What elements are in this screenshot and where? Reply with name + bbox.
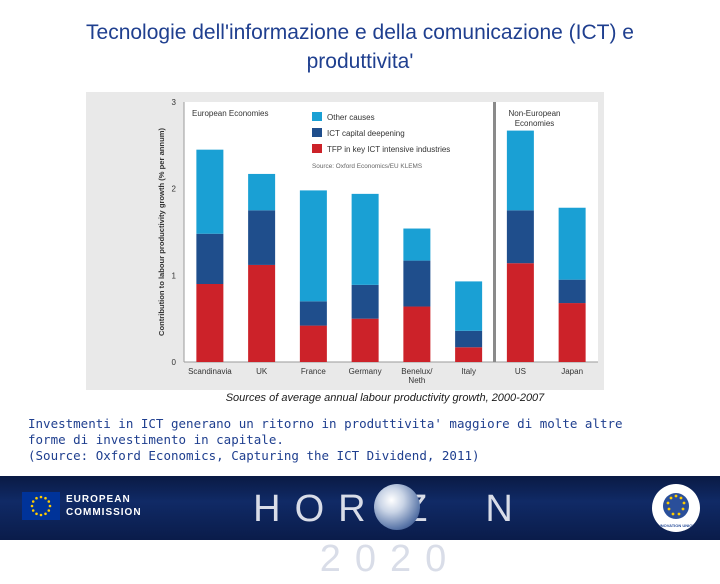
x-tick-label: France [301, 367, 326, 376]
y-axis-label: Contribution to labour productivity grow… [157, 128, 166, 336]
bar-segment [506, 263, 534, 362]
bar-segment [403, 260, 431, 307]
x-tick-label: Italy [461, 367, 476, 376]
group-label-non-european: Economies [515, 119, 555, 128]
bar-segment [248, 210, 276, 265]
x-tick-label: Neth [408, 376, 425, 385]
chart-panel: 0 1 2 3 Contribution to labour productivity … [86, 92, 604, 390]
ec-line-2: COMMISSION [66, 507, 142, 518]
innovation-union-logo: INNOVATION UNION [652, 484, 700, 532]
bar-segment [506, 210, 534, 264]
bar-segment [455, 347, 483, 362]
bar-segment [299, 190, 327, 302]
plot-area [184, 102, 598, 362]
y-tick-label: 0 [172, 358, 177, 367]
chart-caption: Sources of average annual labour product… [225, 392, 545, 404]
body-line-1: Investmenti in ICT generano un ritorno i… [28, 416, 623, 431]
ec-line-1: EUROPEAN [66, 494, 131, 505]
bar-segment [248, 264, 276, 362]
x-tick-label: Benelux/ [401, 367, 433, 376]
y-tick-label: 3 [172, 98, 177, 107]
bar-segment [403, 228, 431, 261]
footer-banner [0, 476, 720, 540]
bar-segment [351, 284, 379, 319]
bar-segment [351, 193, 379, 285]
bar-segment [506, 130, 534, 211]
bar-segment [196, 284, 224, 362]
bar-segment [403, 306, 431, 362]
bar-segment [455, 330, 483, 348]
group-label-non-european: Non-European [508, 109, 560, 118]
legend-label: TFP in key ICT intensive industries [327, 145, 450, 154]
x-tick-label: US [515, 367, 526, 376]
legend-swatch [312, 112, 322, 121]
eu-flag-icon [22, 492, 60, 520]
bar-segment [455, 281, 483, 331]
bar-chart: 0 1 2 3 Contribution to labour productivity … [157, 98, 598, 385]
x-tick-label: Germany [349, 367, 382, 376]
x-tick-label: UK [256, 367, 268, 376]
body-text: Investmenti in ICT generano un ritorno i… [28, 416, 708, 464]
legend-swatch [312, 144, 322, 153]
bar-segment [558, 279, 586, 304]
bar-segment [248, 173, 276, 211]
bar-segment [299, 325, 327, 362]
x-tick-label: Japan [561, 367, 583, 376]
iu-logo-text: INNOVATION UNION [657, 523, 696, 528]
group-label-european: European Economies [192, 109, 269, 118]
bar-segment [558, 207, 586, 280]
y-tick-label: 1 [172, 271, 177, 280]
legend-label: Other causes [327, 113, 375, 122]
page-title: Tecnologie dell'informazione e della com… [86, 21, 634, 73]
globe-icon [374, 484, 420, 530]
bar-segment [196, 149, 224, 234]
legend-label: ICT capital deepening [327, 129, 405, 138]
chart-source-note: Source: Oxford Economics/EU KLEMS [312, 163, 422, 170]
legend-swatch [312, 128, 322, 137]
bar-segment [351, 318, 379, 362]
european-commission-logo: EUROPEAN COMMISSION [66, 493, 142, 519]
body-line-2: forme di investimento in capitale. [28, 432, 284, 447]
y-tick-label: 2 [172, 185, 177, 194]
body-line-3: (Source: Oxford Economics, Capturing the… [28, 448, 480, 463]
bar-segment [299, 301, 327, 326]
bar-segment [196, 233, 224, 284]
bar-segment [558, 303, 586, 362]
x-tick-label: Scandinavia [188, 367, 232, 376]
